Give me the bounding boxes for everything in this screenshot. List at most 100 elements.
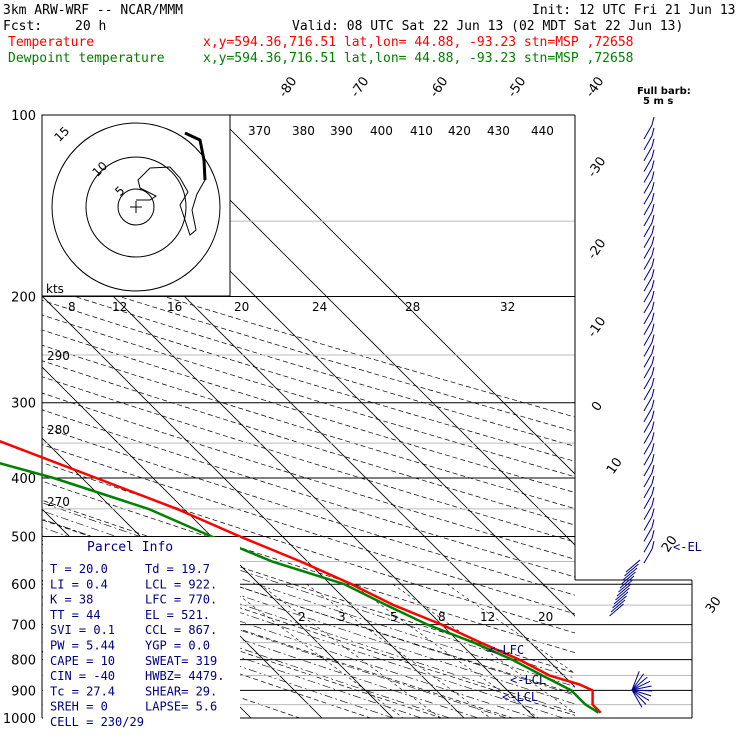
wind-barb-staff bbox=[643, 494, 653, 509]
parcel-stat-right: LAPSE= 5.6 bbox=[145, 700, 217, 714]
parcel-stat-left: CAPE = 10 bbox=[50, 654, 115, 668]
wind-barb-flag bbox=[651, 388, 655, 397]
wind-barb-staff bbox=[643, 200, 653, 216]
wind-barb-staff bbox=[643, 385, 653, 401]
wind-barb-staff bbox=[631, 676, 648, 691]
dry-adiabat-390 bbox=[42, 360, 575, 526]
mixing-ratio-5 bbox=[306, 583, 491, 718]
hodograph-ring-5 bbox=[117, 188, 155, 226]
pressure-label-1000: 1000 bbox=[3, 712, 36, 727]
wind-barb-staff bbox=[643, 364, 653, 379]
wind-barb-staff bbox=[643, 309, 653, 325]
wind-barb-flag bbox=[651, 116, 655, 126]
wind-barb-staff bbox=[631, 689, 647, 705]
wind-barb-staff bbox=[643, 255, 653, 270]
pressure-label-800: 800 bbox=[11, 654, 36, 669]
parcel-stat-left: PW = 5.44 bbox=[50, 639, 115, 653]
wind-barb-staff bbox=[619, 575, 635, 589]
moist-adiabat-18 bbox=[42, 535, 575, 714]
mr-lower-label-2: 2 bbox=[298, 610, 306, 624]
sounding-profiles bbox=[0, 440, 602, 714]
theta-label-420: 420 bbox=[448, 124, 471, 138]
parcel-stat-right: LFC = 770. bbox=[145, 593, 217, 607]
el-marker: <-EL bbox=[673, 540, 702, 554]
wind-barb-staff bbox=[643, 157, 653, 172]
parcel-stat-left: Tc = 27.4 bbox=[50, 684, 115, 698]
wind-barb-flag bbox=[651, 367, 655, 376]
wind-barb-flag bbox=[651, 541, 655, 550]
parcel-stat-right: EL = 521. bbox=[145, 608, 210, 622]
wind-barb-staff bbox=[616, 583, 632, 597]
mr-upper-label-8: 8 bbox=[68, 300, 76, 314]
wind-barb-flag bbox=[651, 203, 655, 213]
isotherm-label-6: -20 bbox=[585, 236, 609, 262]
wind-barb-staff bbox=[631, 673, 645, 691]
wind-barb-flag bbox=[651, 530, 655, 539]
parcel-stat-right: Td = 19.7 bbox=[145, 562, 210, 576]
valid-time: Valid: 08 UTC Sat 22 Jun 13 (02 MDT Sat … bbox=[292, 19, 683, 34]
pressure-label-600: 600 bbox=[11, 578, 36, 593]
dry-adiabat-450 bbox=[42, 271, 575, 432]
isotherm-50 bbox=[215, 115, 575, 475]
isotherm-label-7: -10 bbox=[585, 314, 609, 340]
isotherm-label-11: 30 bbox=[703, 594, 725, 616]
pressure-label-300: 300 bbox=[11, 397, 36, 412]
isotherm-0 bbox=[42, 295, 465, 718]
isotherm-label-3: -50 bbox=[505, 74, 529, 100]
moist-adiabat--2 bbox=[42, 578, 450, 718]
wind-barb-staff bbox=[643, 505, 653, 520]
theta-label-380: 380 bbox=[292, 124, 315, 138]
parcel-stat-right: CCL = 867. bbox=[145, 623, 217, 637]
parcel-info-title: Parcel Info bbox=[87, 540, 173, 555]
wind-barb-flag bbox=[651, 323, 655, 332]
theta-label-390: 390 bbox=[330, 124, 353, 138]
wind-barb-staff bbox=[643, 244, 653, 259]
wind-barb-staff bbox=[643, 516, 653, 531]
wind-barb-staff bbox=[643, 331, 653, 346]
wind-barb-staff bbox=[643, 483, 653, 499]
temperature-location: x,y=594.36,716.51 lat,lon= 44.88, -93.23… bbox=[203, 35, 633, 50]
mr-lower-label-12: 12 bbox=[480, 610, 495, 624]
dry-adiabat-270 bbox=[42, 581, 443, 718]
wind-barb-flag bbox=[651, 149, 655, 158]
wind-barb-flag bbox=[651, 475, 655, 484]
dewpoint-location: x,y=594.36,716.51 lat,lon= 44.88, -93.23… bbox=[203, 51, 633, 66]
wind-barb-flag bbox=[651, 280, 655, 289]
wind-barb-staff bbox=[643, 124, 653, 140]
isotherm-label-9: 10 bbox=[604, 455, 626, 477]
wind-barb-staff bbox=[643, 277, 653, 292]
moist-adiabat--6 bbox=[42, 587, 422, 718]
hodograph: 15 10 5 kts bbox=[41, 114, 231, 297]
parcel-stat-left: CELL = 230/29 bbox=[50, 715, 144, 729]
parcel-stat-left: SREH = 0 bbox=[50, 700, 108, 714]
isotherm-40 bbox=[144, 115, 575, 546]
wind-barb-staff bbox=[622, 567, 638, 581]
dry-adiabat-350 bbox=[42, 426, 575, 596]
parcel-stat-left: SVI = 0.1 bbox=[50, 623, 115, 637]
wind-barb-staff bbox=[643, 287, 653, 303]
theta-label-430: 430 bbox=[487, 124, 510, 138]
wind-barb-flag bbox=[651, 432, 655, 441]
wind-barb-flag bbox=[651, 454, 655, 463]
dry-adiabat-400 bbox=[42, 344, 575, 510]
wind-barb-flag bbox=[651, 421, 655, 430]
mr-upper-label-24: 24 bbox=[312, 300, 327, 314]
mixing-ratio-20 bbox=[446, 583, 575, 674]
dry-adiabat-310 bbox=[42, 499, 575, 674]
wind-barb-staff bbox=[624, 563, 639, 577]
hodograph-ring-15 bbox=[51, 122, 221, 292]
wind-barb-staff bbox=[643, 374, 653, 390]
parcel-info-box bbox=[43, 537, 240, 727]
moist-adiabat--10 bbox=[42, 596, 394, 718]
lcl-marker: <-LCL bbox=[510, 673, 546, 687]
wind-barb-staff bbox=[643, 222, 653, 238]
wind-barb-flag bbox=[651, 312, 655, 321]
series-dewpoint-line bbox=[0, 461, 600, 714]
mr-upper-label-32: 32 bbox=[500, 300, 515, 314]
init-time: Init: 12 UTC Fri 21 Jun 13 bbox=[532, 3, 736, 18]
parcel-stat-left: K = 38 bbox=[50, 593, 93, 607]
wind-barb-flag bbox=[651, 182, 655, 191]
wind-barb-staff bbox=[631, 671, 640, 691]
wind-barb-flag bbox=[651, 236, 655, 245]
